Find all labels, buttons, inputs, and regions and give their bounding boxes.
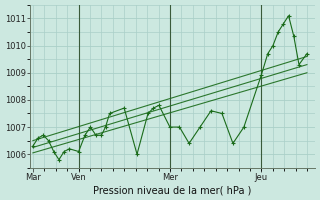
X-axis label: Pression niveau de la mer( hPa ): Pression niveau de la mer( hPa ) [93, 185, 252, 195]
